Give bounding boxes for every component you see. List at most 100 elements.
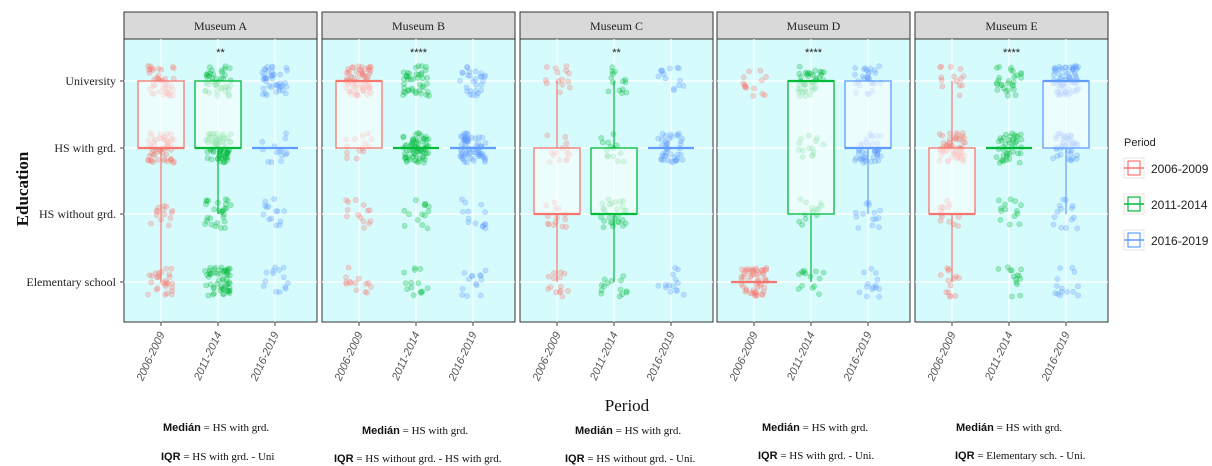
jitter-point: [619, 291, 626, 298]
jitter-point: [808, 70, 815, 77]
jitter-point: [874, 150, 881, 157]
jitter-point: [261, 66, 268, 73]
jitter-point: [478, 201, 484, 208]
jitter-point: [420, 135, 427, 142]
jitter-point: [473, 92, 480, 99]
jitter-point: [279, 87, 286, 94]
jitter-point: [220, 211, 227, 218]
box-2006-2009: [533, 81, 581, 282]
jitter-point: [865, 280, 871, 287]
legend: Period 2006-2009 2011-2014 2016-2019: [1123, 137, 1209, 251]
jitter-point: [799, 268, 805, 275]
jitter-point: [558, 269, 564, 275]
box-iqr: [590, 147, 638, 215]
jitter-point: [349, 64, 356, 71]
jitter-point: [674, 288, 680, 294]
jitter-point: [742, 268, 748, 274]
jitter-point: [743, 287, 750, 294]
jitter-point: [820, 269, 827, 276]
jitter-point: [609, 64, 616, 71]
jitter-point: [545, 221, 552, 228]
jitter-point: [162, 278, 169, 284]
jitter-point: [477, 272, 484, 279]
jitter-point: [557, 274, 563, 281]
jitter-point: [416, 130, 423, 137]
jitter-point: [1054, 276, 1061, 282]
jitter-point: [414, 138, 421, 144]
jitter-point: [1007, 196, 1014, 203]
jitter-point: [956, 92, 963, 99]
jitter-point: [222, 283, 229, 290]
jitter-point: [763, 264, 770, 271]
jitter-point: [147, 220, 154, 227]
jitter-point: [344, 206, 351, 213]
jitter-point: [1072, 70, 1078, 76]
jitter-point: [739, 266, 745, 273]
jitter-point: [482, 267, 489, 274]
jitter-point: [1006, 77, 1012, 84]
jitter-point: [478, 81, 485, 88]
jitter-point: [670, 283, 677, 290]
jitter-point: [563, 63, 570, 69]
jitter-point: [203, 217, 210, 224]
jitter-point: [747, 273, 754, 279]
jitter-point: [1010, 273, 1017, 280]
y-tick-label: HS without grd.: [39, 207, 116, 221]
jitter-point: [462, 130, 469, 137]
jitter-point: [343, 279, 349, 286]
jitter-point: [472, 135, 479, 142]
jitter-point: [145, 157, 152, 163]
jitter-point: [662, 152, 669, 159]
jitter-point: [401, 155, 408, 162]
jitter-point: [615, 219, 621, 225]
jitter-point: [563, 224, 569, 230]
jitter-point: [262, 202, 268, 209]
jitter-point: [863, 67, 870, 73]
jitter-point: [998, 82, 1005, 89]
jitter-point: [876, 224, 882, 231]
jitter-point: [1000, 156, 1006, 163]
jitter-point: [284, 280, 291, 287]
jitter-point: [423, 136, 430, 143]
jitter-point: [224, 272, 231, 278]
jitter-point: [797, 74, 804, 80]
jitter-point: [668, 133, 675, 140]
jitter-point: [943, 289, 950, 295]
jitter-point: [224, 269, 231, 276]
jitter-point: [345, 66, 352, 72]
jitter-point: [1009, 130, 1015, 137]
jitter-point: [862, 65, 869, 72]
jitter-point: [1051, 214, 1058, 220]
jitter-point: [346, 68, 352, 74]
jitter-point: [269, 69, 275, 75]
jitter-point: [423, 150, 430, 157]
jitter-point: [227, 202, 234, 209]
iqr-note-label: IQR: [161, 451, 181, 463]
jitter-point: [476, 134, 482, 140]
jitter-point: [1050, 71, 1057, 78]
jitter-point: [208, 156, 215, 163]
jitter-point: [464, 293, 471, 299]
jitter-point: [203, 74, 210, 80]
jitter-point: [870, 216, 876, 223]
x-tick-label: 2016-2019: [1039, 330, 1073, 384]
jitter-point: [1009, 82, 1016, 88]
jitter-point: [161, 156, 168, 163]
jitter-point: [411, 157, 418, 164]
jitter-point: [168, 157, 174, 164]
jitter-point: [220, 286, 227, 292]
jitter-point: [169, 63, 176, 70]
jitter-point: [276, 221, 283, 228]
jitter-point: [605, 88, 612, 95]
jitter-point: [997, 216, 1004, 223]
jitter-point: [959, 133, 966, 140]
jitter-point: [218, 208, 225, 215]
jitter-point: [411, 267, 418, 273]
jitter-point: [545, 273, 552, 280]
jitter-point: [218, 67, 225, 74]
jitter-point: [659, 67, 665, 74]
jitter-point: [860, 159, 867, 166]
jitter-point: [1053, 282, 1060, 289]
jitter-point: [163, 151, 170, 158]
jitter-point: [1011, 73, 1018, 80]
